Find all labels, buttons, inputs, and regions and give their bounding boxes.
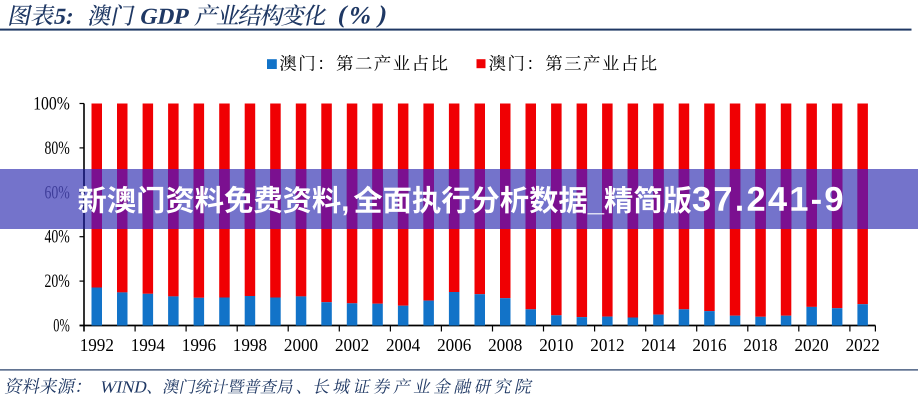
svg-text:2002: 2002: [335, 335, 369, 355]
svg-text:1992: 1992: [80, 335, 114, 355]
svg-text:2022: 2022: [846, 335, 880, 355]
svg-text:2014: 2014: [641, 335, 675, 355]
svg-text:2020: 2020: [795, 335, 829, 355]
svg-text:20%: 20%: [45, 271, 70, 292]
svg-text:2010: 2010: [539, 335, 573, 355]
svg-text:2004: 2004: [386, 335, 420, 355]
svg-text:2006: 2006: [437, 335, 471, 355]
svg-text:2012: 2012: [590, 335, 624, 355]
svg-text:1996: 1996: [182, 335, 216, 355]
svg-text:2000: 2000: [284, 335, 318, 355]
svg-text:80%: 80%: [45, 138, 70, 159]
svg-text:2018: 2018: [743, 335, 777, 355]
svg-text:0%: 0%: [53, 316, 70, 337]
svg-text:2008: 2008: [488, 335, 522, 355]
svg-text:40%: 40%: [45, 227, 70, 248]
svg-text:100%: 100%: [33, 94, 70, 115]
svg-text:1998: 1998: [233, 335, 267, 355]
svg-text:1994: 1994: [131, 335, 165, 355]
svg-text:2016: 2016: [692, 335, 726, 355]
